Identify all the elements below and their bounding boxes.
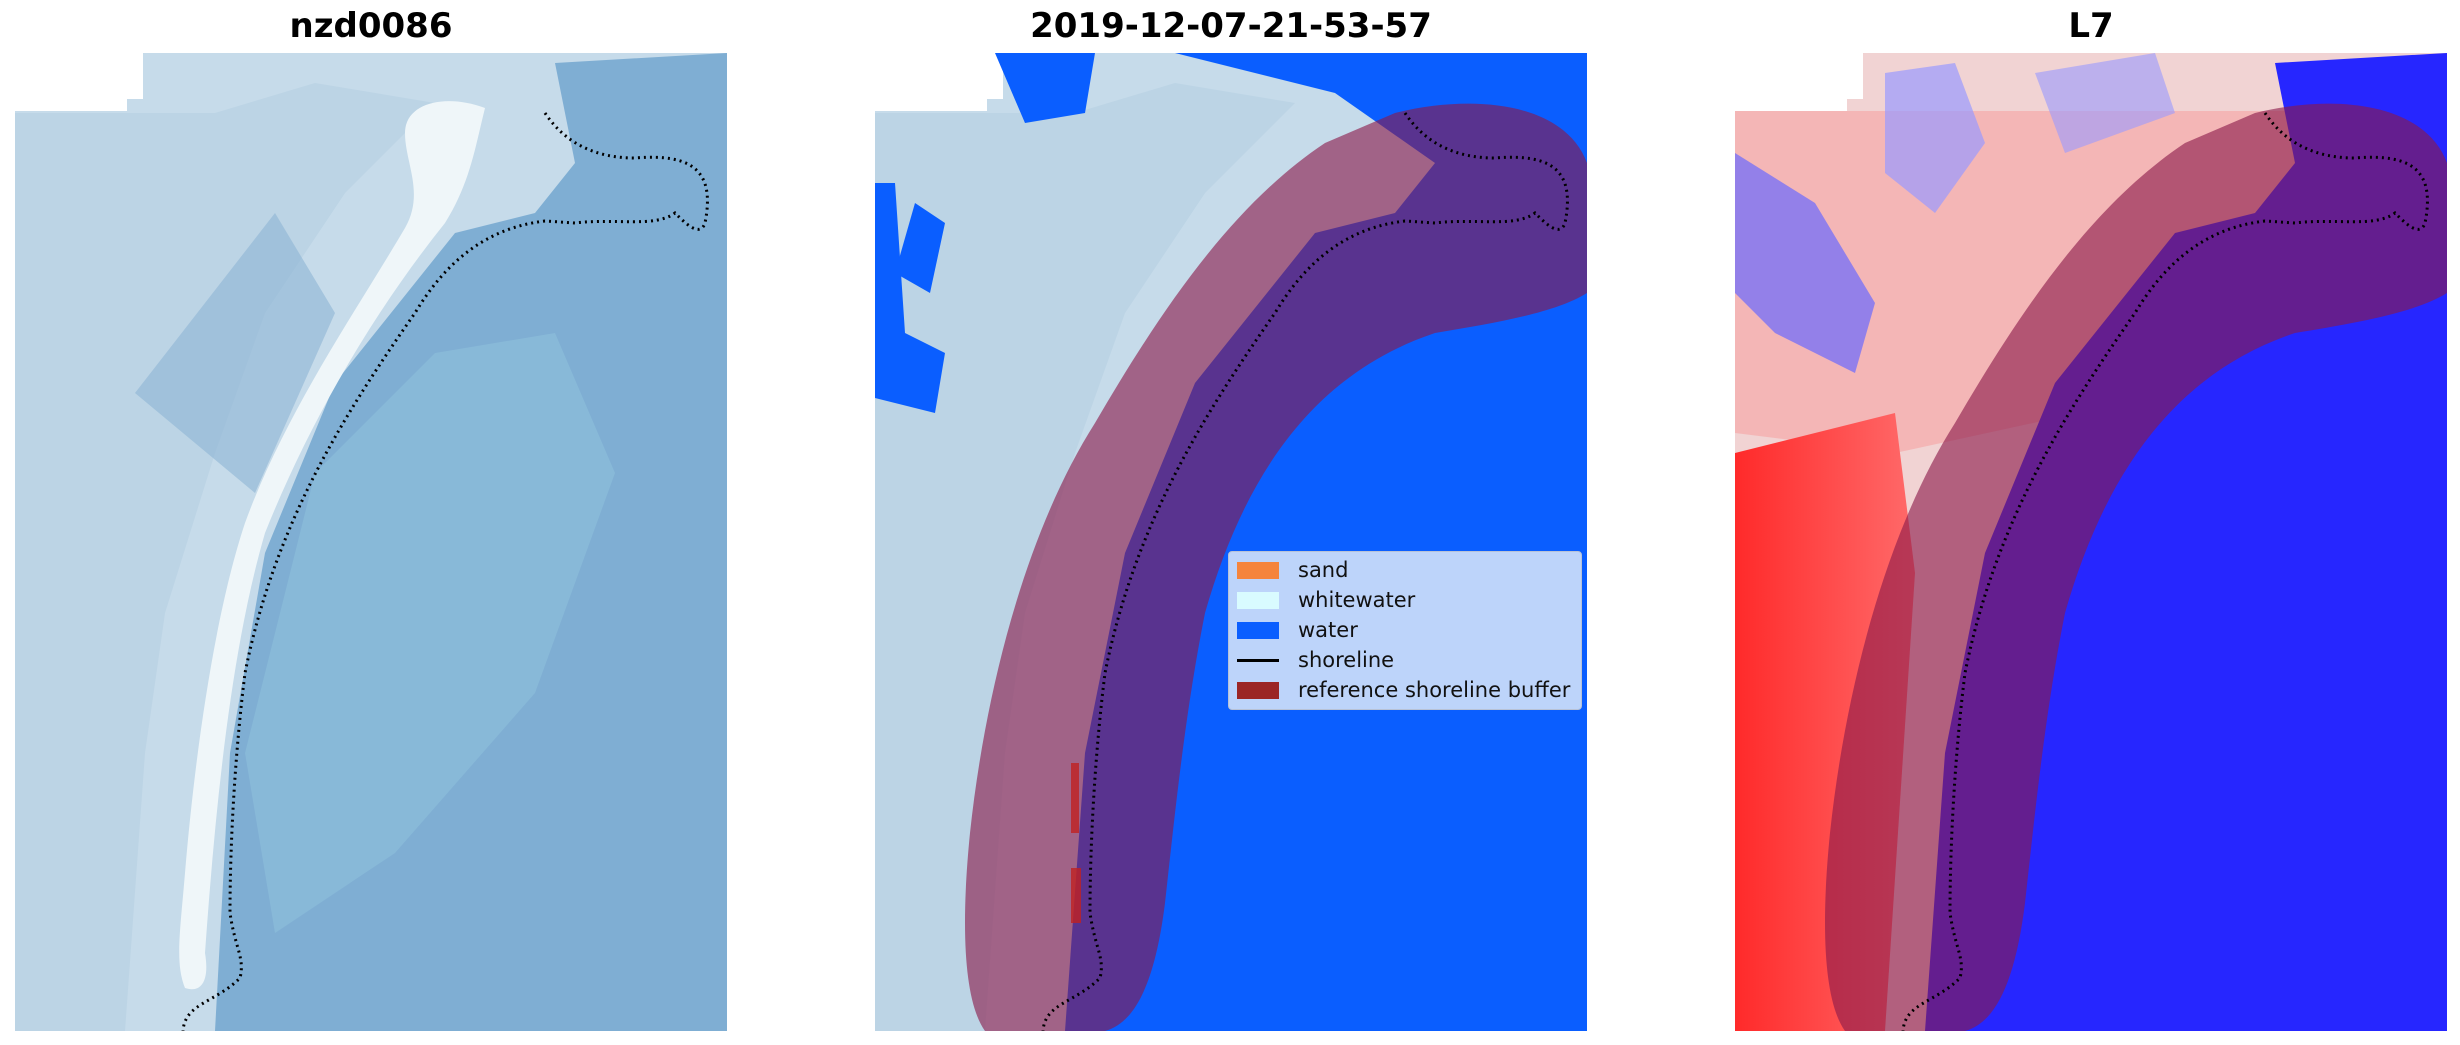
- legend-label: water: [1298, 618, 1358, 642]
- legend-label: shoreline: [1298, 648, 1395, 672]
- panel-title-classified: 2019-12-07-21-53-57: [1030, 6, 1432, 46]
- panel-title-rgb: nzd0086: [289, 6, 453, 46]
- panel-classified: 2019-12-07-21-53-57: [860, 0, 1680, 1045]
- index-image: [1735, 53, 2447, 1031]
- legend-item-shoreline: shoreline: [1237, 646, 1394, 674]
- legend-label: whitewater: [1298, 588, 1416, 612]
- panel-title-index: L7: [2068, 6, 2114, 46]
- shoreline-line-swatch: [1237, 658, 1279, 662]
- legend: sand whitewater water shoreline referenc…: [1228, 551, 1582, 710]
- legend-item-water: water: [1237, 616, 1358, 644]
- legend-label: reference shoreline buffer: [1298, 678, 1571, 702]
- panel-rgb: nzd0086: [0, 0, 820, 1045]
- water-swatch: [1237, 621, 1279, 639]
- legend-item-sand: sand: [1237, 556, 1348, 584]
- panel-index: L7: [1720, 0, 2460, 1045]
- sand-swatch: [1237, 561, 1279, 579]
- classified-image: [875, 53, 1587, 1031]
- legend-item-reference-shoreline-buffer: reference shoreline buffer: [1237, 676, 1570, 704]
- legend-label: sand: [1298, 558, 1349, 582]
- buffer-swatch: [1237, 681, 1279, 699]
- whitewater-swatch: [1237, 591, 1279, 609]
- rgb-image: [15, 53, 727, 1031]
- legend-item-whitewater: whitewater: [1237, 586, 1415, 614]
